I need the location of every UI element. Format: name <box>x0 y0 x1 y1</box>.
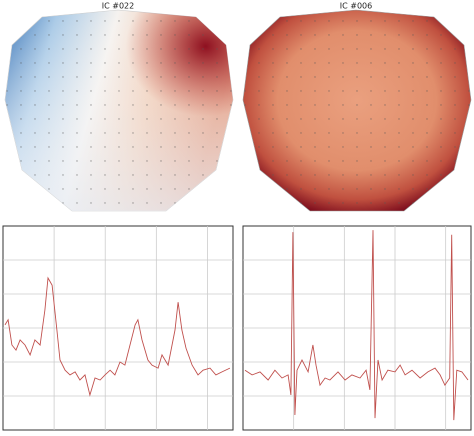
map-title: IC #006 <box>340 2 372 11</box>
trace-line <box>244 230 469 421</box>
map-title: IC #022 <box>102 2 134 11</box>
trace-line <box>4 276 231 397</box>
topomap-right <box>242 9 472 212</box>
topomap-left <box>4 9 234 212</box>
